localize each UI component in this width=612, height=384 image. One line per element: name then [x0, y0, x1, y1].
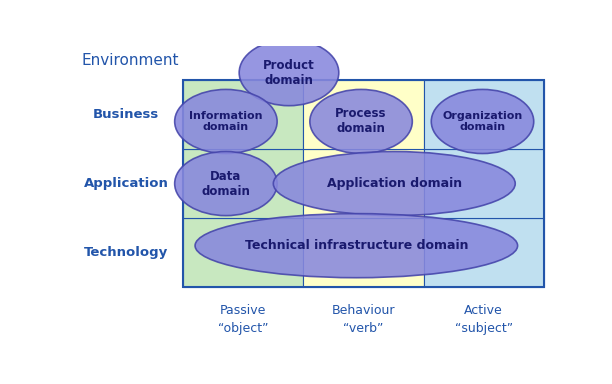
Ellipse shape — [274, 152, 515, 215]
Bar — [183, 80, 304, 149]
Text: Environment: Environment — [81, 53, 179, 68]
Text: Passive: Passive — [220, 304, 266, 317]
Text: Organization
domain: Organization domain — [442, 111, 523, 132]
Ellipse shape — [310, 89, 412, 154]
Bar — [304, 80, 424, 149]
Text: “object”: “object” — [218, 322, 269, 335]
Text: Behaviour: Behaviour — [332, 304, 395, 317]
Bar — [304, 149, 424, 218]
Text: Business: Business — [93, 108, 160, 121]
Bar — [183, 149, 304, 218]
Ellipse shape — [195, 214, 518, 278]
Text: Product
domain: Product domain — [263, 59, 315, 87]
Bar — [183, 218, 304, 287]
Text: “subject”: “subject” — [455, 322, 513, 335]
Text: Information
domain: Information domain — [189, 111, 263, 132]
Text: Technology: Technology — [84, 246, 168, 259]
Text: Application: Application — [84, 177, 169, 190]
Ellipse shape — [431, 89, 534, 154]
Text: Technical infrastructure domain: Technical infrastructure domain — [245, 239, 468, 252]
Bar — [304, 218, 424, 287]
Ellipse shape — [239, 40, 339, 106]
Bar — [424, 149, 543, 218]
Text: “verb”: “verb” — [343, 322, 384, 335]
Text: Application domain: Application domain — [327, 177, 462, 190]
Bar — [183, 80, 543, 287]
Ellipse shape — [174, 152, 277, 215]
Text: Active: Active — [465, 304, 503, 317]
Bar — [424, 218, 543, 287]
Ellipse shape — [174, 89, 277, 154]
Text: Process
domain: Process domain — [335, 108, 387, 136]
Bar — [424, 80, 543, 149]
Text: Data
domain: Data domain — [201, 170, 250, 198]
